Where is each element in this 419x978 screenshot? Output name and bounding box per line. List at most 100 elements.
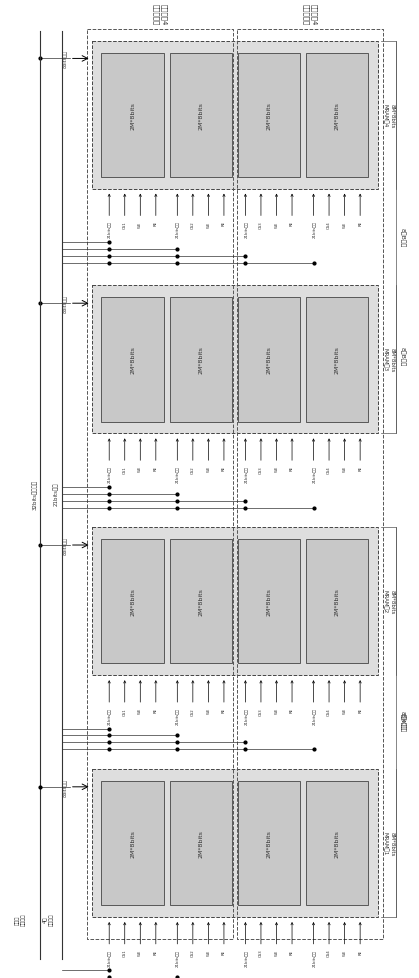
- Text: 8M*8bits
MRAM组1: 8M*8bits MRAM组1: [383, 831, 394, 856]
- Polygon shape: [170, 781, 232, 906]
- Text: RE: RE: [222, 707, 226, 712]
- Text: RE: RE: [222, 221, 226, 226]
- Text: RE: RE: [154, 949, 158, 954]
- Text: 8bits数据: 8bits数据: [63, 295, 68, 313]
- Text: RE: RE: [290, 707, 294, 712]
- Text: 8M*8bits
MRAM组3: 8M*8bits MRAM组3: [383, 348, 394, 373]
- Text: 8bits数据: 8bits数据: [63, 778, 68, 796]
- Text: RE: RE: [154, 707, 158, 712]
- Polygon shape: [238, 781, 300, 906]
- Polygon shape: [306, 781, 368, 906]
- Text: 21bits地址: 21bits地址: [311, 221, 316, 238]
- Text: CS4: CS4: [327, 707, 331, 715]
- Text: RE: RE: [222, 949, 226, 954]
- Text: 2M*8bits: 2M*8bits: [266, 102, 271, 129]
- Text: RE: RE: [222, 466, 226, 470]
- Text: RE: RE: [358, 707, 362, 712]
- Text: 8M*8bits
MRAM组4: 8M*8bits MRAM组4: [383, 104, 394, 128]
- Text: WE: WE: [343, 221, 347, 228]
- Text: 2M*8bits: 2M*8bits: [198, 102, 203, 129]
- Text: 21bits地址: 21bits地址: [107, 949, 111, 965]
- Text: CS1: CS1: [123, 949, 127, 956]
- Text: CS3: CS3: [259, 466, 263, 473]
- Text: 8组K系数: 8组K系数: [399, 712, 405, 732]
- Text: 21bits地址: 21bits地址: [243, 949, 247, 965]
- Text: CS1: CS1: [123, 707, 127, 715]
- Text: 21bits地址: 21bits地址: [107, 466, 111, 482]
- Text: 2M*8bits: 2M*8bits: [334, 346, 339, 374]
- Text: RE: RE: [358, 949, 362, 954]
- Text: WE: WE: [138, 707, 142, 714]
- Text: CS4: CS4: [327, 949, 331, 956]
- Text: WE: WE: [274, 949, 279, 956]
- Text: RE: RE: [290, 221, 294, 226]
- Text: 21bits地址: 21bits地址: [311, 466, 316, 482]
- Polygon shape: [238, 298, 300, 422]
- Text: 21bits地址: 21bits地址: [175, 949, 179, 965]
- Text: WE: WE: [207, 466, 210, 472]
- Text: RE: RE: [358, 221, 362, 226]
- Text: 21bits总线: 21bits总线: [53, 482, 59, 506]
- Text: CS3: CS3: [259, 949, 263, 956]
- Text: WE: WE: [343, 949, 347, 956]
- Text: WE: WE: [138, 949, 142, 956]
- Polygon shape: [92, 42, 378, 190]
- Text: 2M*8bits: 2M*8bits: [130, 588, 135, 615]
- Text: 21bits地址: 21bits地址: [311, 949, 316, 965]
- Text: 8bits数据: 8bits数据: [63, 537, 68, 555]
- Text: WE: WE: [207, 221, 210, 228]
- Text: 2M*8bits: 2M*8bits: [198, 588, 203, 615]
- Polygon shape: [170, 54, 232, 178]
- Polygon shape: [306, 540, 368, 664]
- Polygon shape: [306, 54, 368, 178]
- Text: 2M*8bits: 2M*8bits: [198, 829, 203, 857]
- Text: 32bits数据总线: 32bits数据总线: [32, 479, 37, 510]
- Text: CS3: CS3: [259, 707, 263, 715]
- Text: 21bits地址: 21bits地址: [175, 466, 179, 482]
- Polygon shape: [101, 781, 163, 906]
- Polygon shape: [92, 287, 378, 434]
- Text: CS2: CS2: [191, 949, 195, 956]
- Text: WE: WE: [207, 949, 210, 956]
- Polygon shape: [170, 298, 232, 422]
- Text: 2M*8bits: 2M*8bits: [198, 346, 203, 374]
- Text: RE: RE: [290, 949, 294, 954]
- Text: 21bits地址: 21bits地址: [243, 707, 247, 724]
- Text: CS2: CS2: [191, 707, 195, 715]
- Text: CS1: CS1: [123, 466, 127, 473]
- Text: 8组B系数: 8组B系数: [400, 346, 405, 366]
- Text: 21bits地址: 21bits地址: [175, 221, 179, 238]
- Text: WE: WE: [138, 466, 142, 472]
- Text: 2M*8bits: 2M*8bits: [334, 829, 339, 857]
- Text: CS1: CS1: [123, 221, 127, 229]
- Text: 8M*8bits
MRAM组2: 8M*8bits MRAM组2: [383, 590, 394, 614]
- Text: 低增益下4
组校正系数: 低增益下4 组校正系数: [153, 4, 167, 24]
- Polygon shape: [238, 54, 300, 178]
- Text: 8bits数据: 8bits数据: [63, 51, 68, 68]
- Text: WE: WE: [138, 221, 142, 228]
- Text: 2M*8bits: 2M*8bits: [334, 102, 339, 129]
- Text: WE: WE: [274, 707, 279, 714]
- Text: 21bits地址: 21bits地址: [107, 707, 111, 724]
- Text: 2M*8bits: 2M*8bits: [130, 346, 135, 374]
- Text: 地址及
控制信号: 地址及 控制信号: [15, 912, 26, 925]
- Text: CS4: CS4: [327, 466, 331, 473]
- Text: WE: WE: [343, 707, 347, 714]
- Text: 8组K系数: 8组K系数: [400, 710, 405, 730]
- Text: 21bits地址: 21bits地址: [243, 466, 247, 482]
- Polygon shape: [101, 298, 163, 422]
- Text: 2M*8bits: 2M*8bits: [266, 829, 271, 857]
- Text: 2M*8bits: 2M*8bits: [130, 829, 135, 857]
- Text: WE: WE: [274, 466, 279, 472]
- Text: 21bits地址: 21bits地址: [175, 707, 179, 724]
- Text: WE: WE: [207, 707, 210, 714]
- Text: 21bits地址: 21bits地址: [107, 221, 111, 238]
- Polygon shape: [101, 540, 163, 664]
- Polygon shape: [92, 770, 378, 917]
- Text: WE: WE: [274, 221, 279, 228]
- Polygon shape: [238, 540, 300, 664]
- Text: 2M*8bits: 2M*8bits: [130, 102, 135, 129]
- Polygon shape: [92, 528, 378, 676]
- Text: CS2: CS2: [191, 221, 195, 229]
- Text: 2M*8bits: 2M*8bits: [266, 346, 271, 374]
